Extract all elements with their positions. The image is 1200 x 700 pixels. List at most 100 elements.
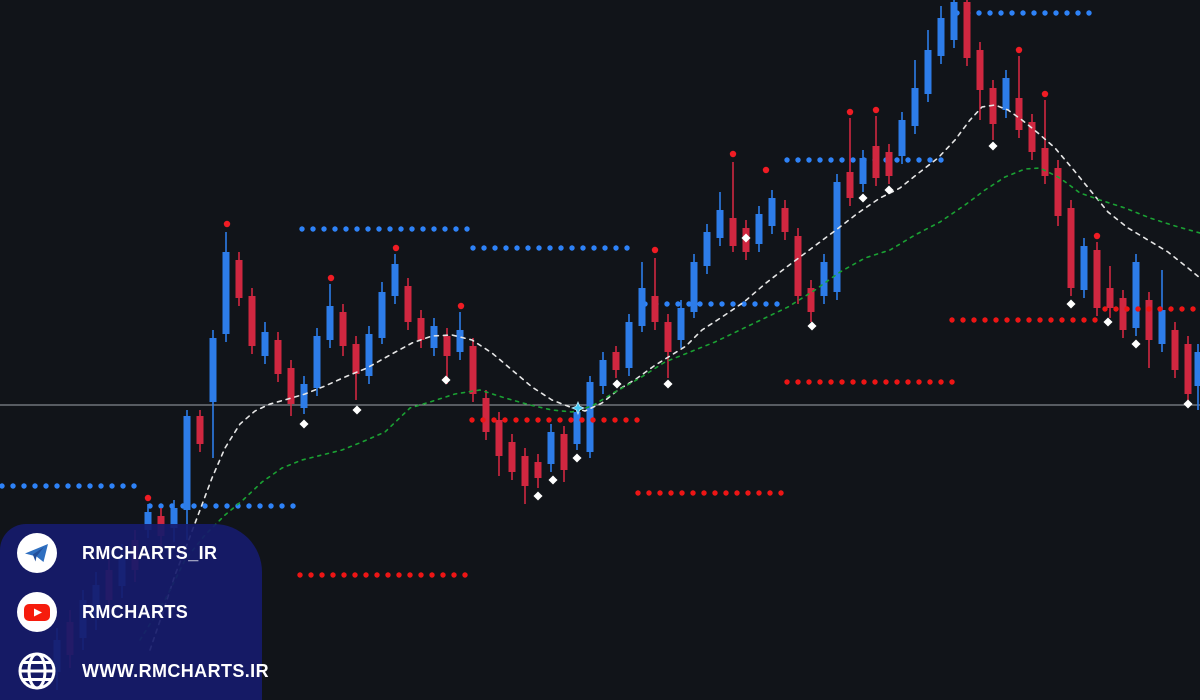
youtube-link[interactable]: RMCHARTS xyxy=(16,591,262,633)
website-link[interactable]: WWW.RMCHARTS.IR xyxy=(16,650,269,692)
red-level-dot xyxy=(646,490,652,496)
red-level-dot xyxy=(440,572,446,578)
candle-body xyxy=(1080,246,1088,290)
candle-body xyxy=(820,262,828,296)
blue-level-dot xyxy=(43,483,49,489)
blue-level-dot xyxy=(365,226,371,232)
red-level-dot xyxy=(784,379,790,385)
red-level-dot xyxy=(668,490,674,496)
blue-level-dot xyxy=(290,503,296,509)
blue-level-dot xyxy=(279,503,285,509)
buy-signal-diamond xyxy=(807,321,817,331)
red-level-dot xyxy=(795,379,801,385)
blue-level-dot xyxy=(602,245,608,251)
candle-body xyxy=(1028,122,1036,152)
blue-level-dot xyxy=(675,301,681,307)
blue-level-dot xyxy=(686,301,692,307)
candle-body xyxy=(1041,148,1049,176)
blue-level-dot xyxy=(492,245,498,251)
blue-level-dot xyxy=(708,301,714,307)
sell-signal-dot xyxy=(392,244,400,252)
candle-body xyxy=(872,146,880,178)
sell-signal-dot xyxy=(762,166,770,174)
candle-body xyxy=(1184,344,1192,394)
candle-body xyxy=(729,218,737,246)
red-level-dot xyxy=(850,379,856,385)
candle-body xyxy=(651,296,659,322)
buy-signal-diamond xyxy=(988,141,998,151)
red-level-dot xyxy=(374,572,380,578)
blue-level-dot xyxy=(464,226,470,232)
red-level-dot xyxy=(1026,317,1032,323)
candle-body xyxy=(755,214,763,244)
telegram-link[interactable]: RMCHARTS_IR xyxy=(16,532,262,574)
red-level-dot xyxy=(513,417,519,423)
candle-body xyxy=(846,172,854,198)
red-level-dot xyxy=(623,417,629,423)
branding-panel: RMCHARTS_IR RMCHARTS xyxy=(0,524,269,700)
blue-level-dot xyxy=(120,483,126,489)
buy-signal-diamond xyxy=(299,419,309,429)
candle-body xyxy=(469,346,477,394)
candle-body xyxy=(1002,78,1010,110)
red-level-dot xyxy=(734,490,740,496)
red-level-dot xyxy=(363,572,369,578)
candle-body xyxy=(612,352,620,370)
blue-level-dot xyxy=(310,226,316,232)
red-level-dot xyxy=(971,317,977,323)
blue-level-dot xyxy=(697,301,703,307)
red-level-dot xyxy=(1048,317,1054,323)
red-level-dot xyxy=(524,417,530,423)
candle-body xyxy=(326,306,334,340)
candle-body xyxy=(859,158,867,184)
blue-level-dot xyxy=(0,483,5,489)
buy-signal-diamond xyxy=(441,375,451,385)
blue-level-dot xyxy=(246,503,252,509)
red-level-dot xyxy=(1146,306,1152,312)
blue-level-dot xyxy=(1031,10,1037,16)
red-level-dot xyxy=(883,379,889,385)
buy-signal-diamond xyxy=(663,379,673,389)
buy-signal-diamond xyxy=(548,475,558,485)
blue-level-dot xyxy=(1053,10,1059,16)
candle-body xyxy=(1194,352,1200,386)
red-level-dot xyxy=(1135,306,1141,312)
candle-body xyxy=(547,432,555,464)
blue-level-dot xyxy=(21,483,27,489)
red-level-dot xyxy=(949,317,955,323)
red-level-dot xyxy=(817,379,823,385)
blue-level-dot xyxy=(1064,10,1070,16)
blue-level-dot xyxy=(927,157,933,163)
blue-level-dot xyxy=(719,301,725,307)
red-level-dot xyxy=(462,572,468,578)
blue-level-dot xyxy=(343,226,349,232)
website-url: WWW.RMCHARTS.IR xyxy=(82,660,269,681)
blue-level-dot xyxy=(420,226,426,232)
red-level-dot xyxy=(635,490,641,496)
candle-body xyxy=(222,252,230,334)
candle-body xyxy=(885,152,893,176)
blue-level-dot xyxy=(580,245,586,251)
red-level-dot xyxy=(1070,317,1076,323)
blue-level-dot xyxy=(1086,10,1092,16)
sell-signal-dot xyxy=(1015,46,1023,54)
blue-level-dot xyxy=(321,226,327,232)
blue-level-dot xyxy=(10,483,16,489)
candle-body xyxy=(430,326,438,348)
sell-signal-dot xyxy=(872,106,880,114)
red-level-dot xyxy=(297,572,303,578)
candle-body xyxy=(144,512,152,530)
red-level-dot xyxy=(601,417,607,423)
blue-level-dot xyxy=(1042,10,1048,16)
red-level-dot xyxy=(429,572,435,578)
candle-body xyxy=(287,368,295,404)
blue-level-dot xyxy=(1075,10,1081,16)
candle-body xyxy=(456,330,464,352)
candle-body xyxy=(898,120,906,156)
youtube-handle: RMCHARTS xyxy=(82,601,189,622)
candle-body xyxy=(521,456,529,486)
blue-level-dot xyxy=(131,483,137,489)
red-level-dot xyxy=(806,379,812,385)
green-ma-line xyxy=(139,167,1200,641)
